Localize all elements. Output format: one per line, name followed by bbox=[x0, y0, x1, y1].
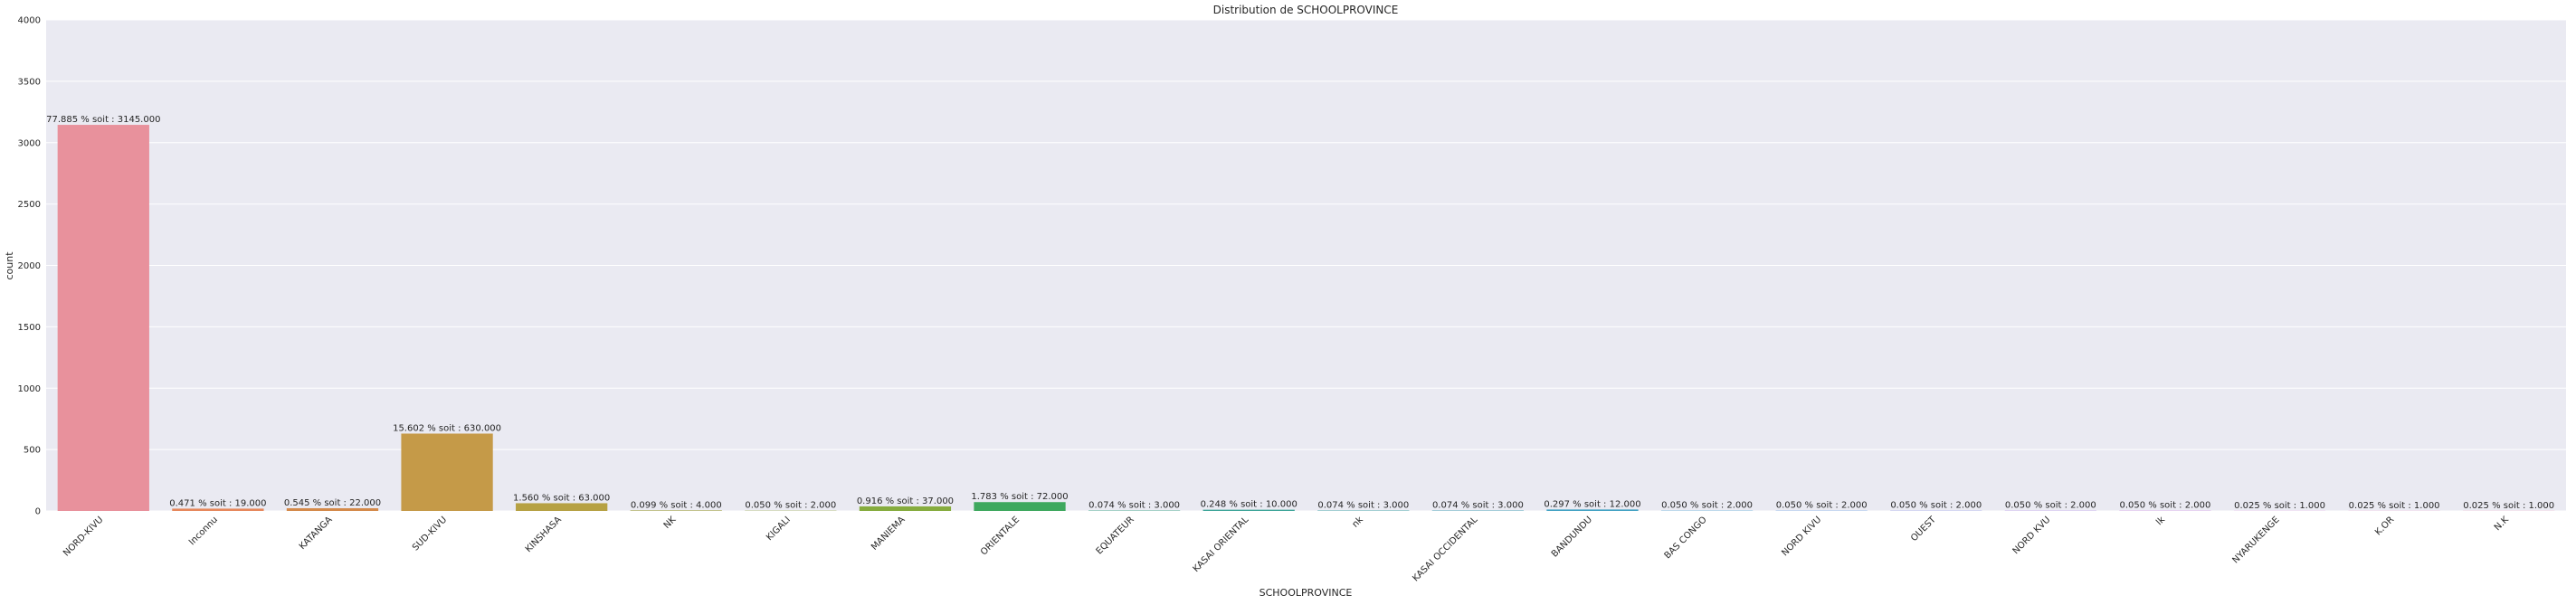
bar-data-label: 0.471 % soit : 19.000 bbox=[169, 498, 266, 508]
x-tick-label: SUD-KIVU bbox=[411, 515, 449, 553]
bar bbox=[286, 508, 379, 511]
y-tick-label: 2500 bbox=[18, 200, 41, 210]
bar bbox=[630, 510, 722, 511]
x-tick-label: K.OR bbox=[2373, 515, 2396, 537]
y-axis: 0 500 1000 1500 2000 2500 3000 3500 4000 bbox=[18, 16, 41, 517]
bar bbox=[401, 433, 493, 511]
bar-data-label: 15.602 % soit : 630.000 bbox=[393, 423, 501, 433]
bar-data-label: 0.074 % soit : 3.000 bbox=[1432, 501, 1524, 511]
x-tick-label: nk bbox=[1351, 515, 1366, 530]
x-axis-label: SCHOOLPROVINCE bbox=[1259, 587, 1353, 599]
y-tick-label: 4000 bbox=[18, 16, 41, 26]
x-tick-label: MANIEMA bbox=[870, 515, 908, 553]
bar-data-label: 0.545 % soit : 22.000 bbox=[284, 498, 381, 508]
y-tick-label: 1000 bbox=[18, 384, 41, 394]
x-tick-label: NK bbox=[662, 515, 679, 531]
bar bbox=[1546, 509, 1639, 511]
x-tick-label: NYARUKENGE bbox=[2231, 515, 2282, 565]
bar-data-label: 0.074 % soit : 3.000 bbox=[1088, 501, 1180, 511]
x-tick-label: KATANGA bbox=[298, 515, 335, 552]
bar-data-label: 0.025 % soit : 1.000 bbox=[2234, 501, 2325, 511]
x-tick-label: KASAI ORIENTAL bbox=[1192, 515, 1251, 574]
x-tick-label: KINSHASA bbox=[524, 515, 564, 554]
x-tick-label: BAS CONGO bbox=[1663, 515, 1709, 561]
x-tick-label: KASAI OCCIDENTAL bbox=[1411, 515, 1479, 583]
y-tick-label: 0 bbox=[35, 507, 41, 517]
bar-data-label: 0.074 % soit : 3.000 bbox=[1317, 501, 1409, 511]
bars bbox=[57, 125, 2555, 511]
chart-title: Distribution de SCHOOLPROVINCE bbox=[1213, 4, 1399, 16]
bar-data-label: 0.050 % soit : 2.000 bbox=[745, 501, 836, 511]
x-tick-label: NORD KVU bbox=[2011, 515, 2053, 556]
x-tick-label: EQUATEUR bbox=[1095, 515, 1136, 556]
bar-data-label: 0.248 % soit : 10.000 bbox=[1201, 500, 1298, 510]
x-tick-label: NORD KIVU bbox=[1780, 515, 1823, 558]
x-tick-label: lk bbox=[2154, 515, 2167, 527]
bar-data-label: 0.297 % soit : 12.000 bbox=[1544, 499, 1640, 509]
y-axis-label: count bbox=[4, 251, 15, 280]
bar-data-label: 0.050 % soit : 2.000 bbox=[2119, 501, 2210, 511]
bar bbox=[1202, 509, 1295, 511]
bar bbox=[57, 125, 149, 511]
bar-data-label: 1.783 % soit : 72.000 bbox=[971, 492, 1068, 502]
y-tick-label: 2000 bbox=[18, 261, 41, 271]
bar-data-label: 77.885 % soit : 3145.000 bbox=[46, 115, 160, 125]
bar-data-label: 0.099 % soit : 4.000 bbox=[631, 500, 722, 510]
x-tick-label: NORD-KIVU bbox=[62, 515, 105, 558]
bar-data-label: 0.050 % soit : 2.000 bbox=[2005, 501, 2096, 511]
x-tick-label: BANDUNDU bbox=[1550, 515, 1594, 559]
x-tick-label: OUEST bbox=[1909, 515, 1938, 544]
x-tick-label: N.K bbox=[2493, 515, 2511, 533]
bar-data-label: 0.025 % soit : 1.000 bbox=[2463, 501, 2554, 511]
y-tick-label: 1500 bbox=[18, 323, 41, 333]
bar bbox=[974, 502, 1066, 511]
y-tick-label: 500 bbox=[24, 446, 41, 456]
y-tick-label: 3000 bbox=[18, 138, 41, 148]
bar-data-label: 0.050 % soit : 2.000 bbox=[1776, 501, 1868, 511]
x-tick-label: Inconnu bbox=[187, 515, 220, 547]
bar bbox=[172, 508, 264, 511]
x-tick-label: ORIENTALE bbox=[979, 515, 1022, 557]
bar bbox=[859, 506, 952, 511]
y-tick-label: 3500 bbox=[18, 77, 41, 87]
x-tick-label: KIGALI bbox=[765, 515, 793, 543]
bar-data-label: 1.560 % soit : 63.000 bbox=[513, 493, 610, 503]
bar-data-labels: 77.885 % soit : 3145.000 0.471 % soit : 1… bbox=[46, 115, 2554, 511]
bar-data-label: 0.050 % soit : 2.000 bbox=[1661, 501, 1753, 511]
bar bbox=[516, 503, 608, 511]
bar-data-label: 0.025 % soit : 1.000 bbox=[2349, 501, 2440, 511]
x-axis: NORD-KIVU Inconnu KATANGA SUD-KIVU KINSHASA N… bbox=[62, 515, 2511, 584]
bar-data-label: 0.050 % soit : 2.000 bbox=[1890, 501, 1982, 511]
bar-data-label: 0.916 % soit : 37.000 bbox=[857, 496, 954, 506]
